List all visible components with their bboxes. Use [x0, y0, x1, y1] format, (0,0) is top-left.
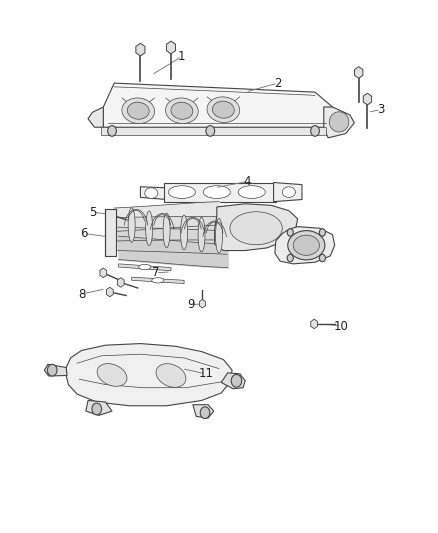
Ellipse shape — [146, 211, 152, 246]
Ellipse shape — [180, 215, 187, 250]
Ellipse shape — [127, 102, 149, 119]
Polygon shape — [44, 365, 67, 376]
Polygon shape — [324, 107, 354, 138]
Circle shape — [231, 374, 242, 387]
Text: 7: 7 — [152, 266, 159, 279]
Circle shape — [319, 254, 325, 262]
Text: 1: 1 — [178, 50, 186, 63]
Text: 11: 11 — [198, 367, 213, 381]
Ellipse shape — [152, 278, 164, 283]
Polygon shape — [86, 400, 112, 415]
Text: 2: 2 — [274, 77, 282, 90]
Polygon shape — [215, 204, 297, 251]
Ellipse shape — [163, 213, 170, 248]
Circle shape — [92, 403, 102, 415]
Ellipse shape — [207, 97, 240, 123]
Polygon shape — [66, 344, 232, 406]
Ellipse shape — [139, 264, 151, 270]
Ellipse shape — [166, 98, 198, 124]
Text: 4: 4 — [244, 175, 251, 188]
Ellipse shape — [128, 208, 135, 243]
Polygon shape — [103, 83, 332, 127]
Circle shape — [206, 126, 215, 136]
Polygon shape — [141, 187, 166, 199]
Text: 6: 6 — [80, 227, 88, 240]
Circle shape — [311, 126, 319, 136]
Polygon shape — [119, 264, 171, 271]
Polygon shape — [132, 277, 184, 284]
Polygon shape — [164, 182, 276, 201]
Ellipse shape — [215, 219, 223, 253]
Text: 10: 10 — [334, 320, 349, 333]
Ellipse shape — [145, 188, 158, 198]
Polygon shape — [221, 373, 245, 389]
Ellipse shape — [122, 98, 155, 124]
Polygon shape — [275, 227, 335, 264]
Ellipse shape — [283, 187, 295, 197]
Ellipse shape — [238, 185, 265, 198]
Polygon shape — [101, 127, 326, 135]
Ellipse shape — [203, 185, 230, 198]
Text: 3: 3 — [377, 103, 384, 116]
Ellipse shape — [97, 364, 127, 386]
Polygon shape — [106, 209, 117, 256]
Ellipse shape — [171, 102, 193, 119]
Circle shape — [108, 126, 117, 136]
Ellipse shape — [168, 185, 195, 198]
Ellipse shape — [329, 112, 349, 132]
Polygon shape — [193, 405, 214, 418]
Ellipse shape — [156, 364, 186, 387]
Ellipse shape — [293, 235, 319, 255]
Circle shape — [319, 229, 325, 236]
Text: 5: 5 — [89, 206, 96, 219]
Ellipse shape — [230, 212, 283, 245]
Ellipse shape — [288, 231, 325, 260]
Circle shape — [200, 407, 210, 418]
Ellipse shape — [212, 101, 234, 118]
Circle shape — [287, 229, 293, 236]
Polygon shape — [274, 182, 302, 201]
Polygon shape — [88, 107, 103, 127]
Ellipse shape — [198, 217, 205, 252]
Circle shape — [287, 254, 293, 262]
Text: 9: 9 — [187, 298, 194, 311]
Text: 8: 8 — [78, 288, 85, 301]
Circle shape — [47, 365, 57, 376]
